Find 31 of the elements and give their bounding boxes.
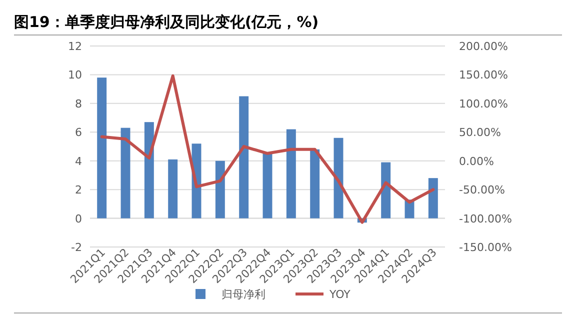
bar: [168, 159, 178, 218]
y-tick-label: 8: [75, 97, 82, 110]
y2-tick-label: 100.00%: [459, 97, 508, 110]
y2-tick-label: 0.00%: [459, 154, 494, 168]
y-tick-label: 0: [75, 212, 82, 226]
legend-label: 归母净利: [222, 288, 266, 301]
bar: [381, 162, 391, 218]
y2-tick-label: 200.00%: [459, 40, 508, 53]
y-tick-label: -2: [71, 241, 82, 254]
bar: [144, 122, 154, 218]
y2-tick-label: 50.00%: [459, 126, 501, 140]
y2-tick-label: -50.00%: [459, 184, 505, 197]
y2-tick-label: -150.00%: [459, 241, 512, 254]
bar: [428, 178, 438, 218]
bar: [310, 149, 320, 218]
bar: [97, 78, 107, 218]
bar: [120, 128, 130, 218]
y2-tick-label: -100.00%: [459, 212, 512, 226]
y-tick-label: 10: [68, 68, 82, 82]
bar: [286, 129, 296, 218]
bar: [215, 160, 225, 218]
bar: [262, 152, 272, 218]
y-tick-label: 2: [75, 184, 82, 197]
legend-label: YOY: [328, 288, 351, 301]
y2-tick-label: 150.00%: [459, 68, 508, 82]
y-tick-label: 12: [68, 40, 82, 53]
y-tick-label: 4: [75, 154, 82, 168]
y-tick-label: 6: [75, 126, 82, 140]
line-series: [100, 74, 435, 224]
chart-title: 图19：单季度归母净利及同比变化(亿元，%): [14, 13, 319, 31]
bar: [239, 96, 249, 218]
